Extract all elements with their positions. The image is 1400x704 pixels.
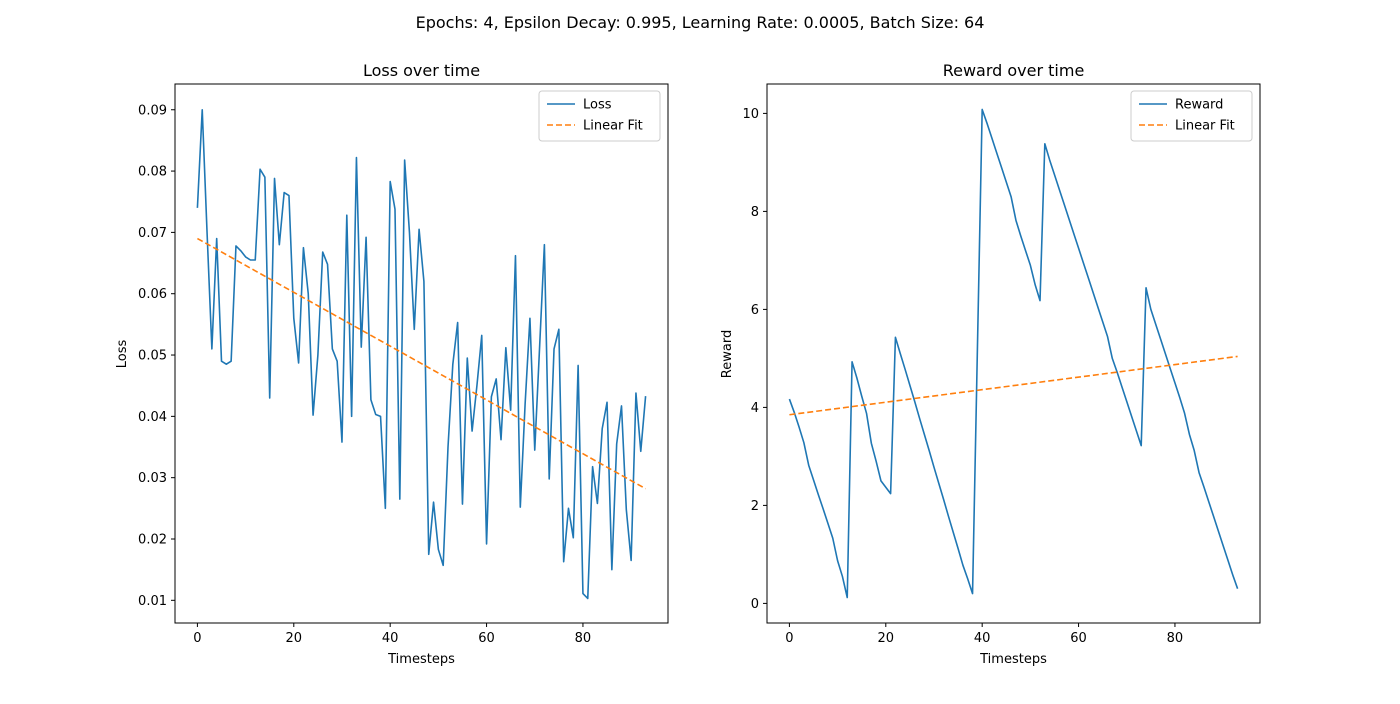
figure-title: Epochs: 4, Epsilon Decay: 0.995, Learnin… bbox=[416, 13, 985, 32]
reward-xtick-label: 60 bbox=[1070, 631, 1087, 646]
loss-xtick-label: 0 bbox=[193, 631, 201, 646]
reward-legend-label: Reward bbox=[1175, 98, 1223, 113]
loss-ytick-label: 0.02 bbox=[138, 532, 167, 547]
reward-ytick-label: 10 bbox=[742, 107, 759, 122]
loss-chart-ylabel: Loss bbox=[115, 340, 130, 369]
loss-ytick-label: 0.03 bbox=[138, 471, 167, 486]
reward-series-linear-fit bbox=[789, 355, 1238, 416]
loss-chart-title: Loss over time bbox=[363, 61, 480, 80]
reward-axes-frame bbox=[766, 83, 1261, 624]
loss-series-linear-fit bbox=[197, 237, 646, 490]
reward-xtick-label: 40 bbox=[974, 631, 991, 646]
loss-legend: Loss Linear Fit bbox=[538, 90, 661, 142]
loss-xtick-label: 40 bbox=[382, 631, 399, 646]
loss-ytick-label: 0.07 bbox=[138, 226, 167, 241]
reward-ytick-label: 4 bbox=[751, 401, 759, 416]
reward-chart: Reward over time Timesteps Reward 0 20 40 6… bbox=[720, 61, 1261, 667]
reward-chart-ylabel: Reward bbox=[720, 330, 735, 378]
loss-ytick-label: 0.05 bbox=[138, 349, 167, 364]
loss-ytick-label: 0.09 bbox=[138, 103, 167, 118]
reward-legend-label: Linear Fit bbox=[1175, 119, 1235, 134]
reward-chart-title: Reward over time bbox=[943, 61, 1085, 80]
loss-ytick-label: 0.04 bbox=[138, 410, 167, 425]
loss-axes-frame bbox=[174, 83, 669, 624]
reward-ytick-label: 0 bbox=[751, 597, 759, 612]
loss-ytick-label: 0.01 bbox=[138, 594, 167, 609]
reward-xtick-label: 80 bbox=[1167, 631, 1184, 646]
loss-series-line bbox=[196, 108, 647, 600]
loss-xtick-label: 80 bbox=[575, 631, 592, 646]
loss-chart-xlabel: Timesteps bbox=[387, 652, 455, 667]
reward-chart-xlabel: Timesteps bbox=[979, 652, 1047, 667]
loss-chart: Loss over time Timesteps Loss 0 20 40 60 80 0… bbox=[115, 61, 669, 667]
loss-ytick-label: 0.06 bbox=[138, 287, 167, 302]
loss-legend-label: Loss bbox=[583, 98, 612, 113]
reward-legend: Reward Linear Fit bbox=[1130, 90, 1253, 142]
reward-series-line bbox=[788, 108, 1239, 599]
reward-xtick-label: 20 bbox=[878, 631, 895, 646]
reward-xtick-label: 0 bbox=[785, 631, 793, 646]
loss-ytick-label: 0.08 bbox=[138, 165, 167, 180]
reward-ytick-label: 8 bbox=[751, 205, 759, 220]
reward-ytick-label: 6 bbox=[751, 303, 759, 318]
loss-legend-label: Linear Fit bbox=[583, 119, 643, 134]
reward-ytick-label: 2 bbox=[751, 499, 759, 514]
loss-xtick-label: 20 bbox=[286, 631, 303, 646]
loss-xtick-label: 60 bbox=[478, 631, 495, 646]
